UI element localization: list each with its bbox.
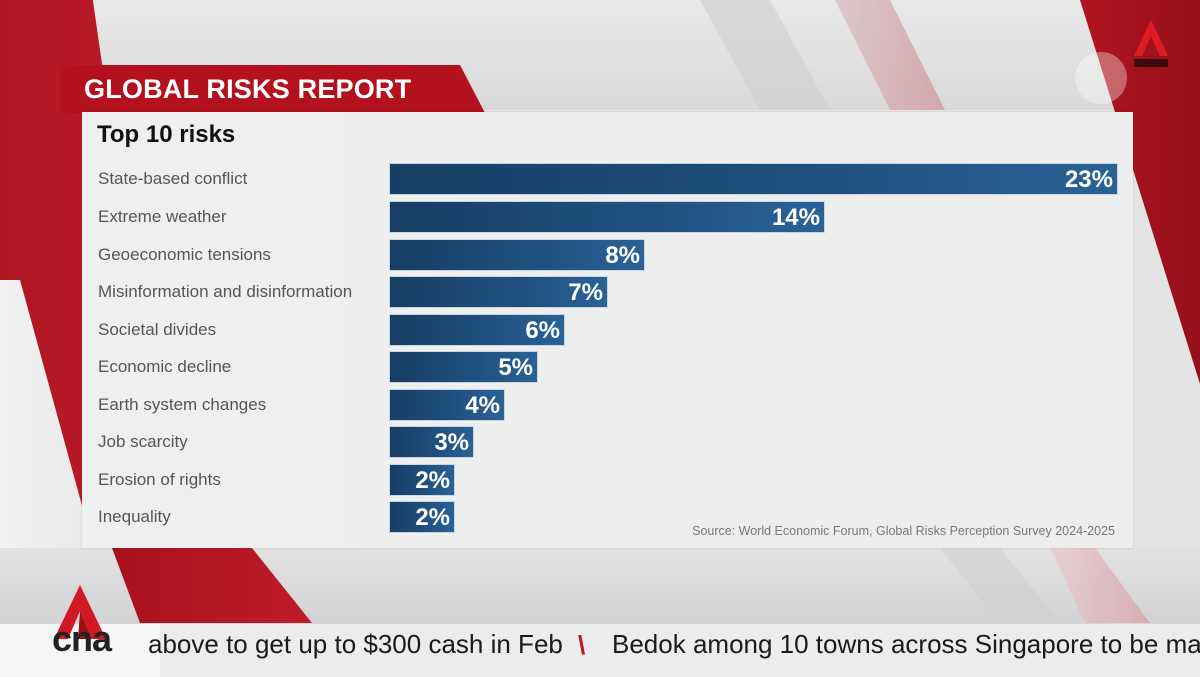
category-label: State-based conflict bbox=[98, 169, 248, 188]
chart-bar: 4% bbox=[389, 389, 505, 421]
chart-title: Top 10 risks bbox=[97, 121, 236, 148]
bar-value-label: 23% bbox=[1064, 166, 1113, 193]
chart-panel: Top 10 risks State-based conflict 23% Ex… bbox=[82, 112, 1133, 548]
header-tab: GLOBAL RISKS REPORT bbox=[60, 65, 485, 113]
category-label: Economic decline bbox=[98, 357, 232, 376]
chart-row: Extreme weather 14% bbox=[82, 201, 1133, 233]
category-label: Job scarcity bbox=[98, 432, 188, 451]
bar-value-label: 14% bbox=[771, 204, 820, 231]
watermark-icon bbox=[1075, 52, 1127, 104]
category-label: Earth system changes bbox=[98, 395, 267, 414]
category-label: Extreme weather bbox=[98, 207, 227, 226]
bar-value-label: 8% bbox=[605, 242, 640, 269]
chart-row: Erosion of rights 2% bbox=[82, 464, 1133, 496]
chart-bar: 14% bbox=[389, 201, 825, 233]
cna-wordmark: cna bbox=[52, 618, 112, 659]
chart-row: Job scarcity 3% bbox=[82, 426, 1133, 458]
bar-value-label: 5% bbox=[498, 354, 533, 381]
ticker-headline: above to get up to $300 cash in Feb bbox=[148, 629, 563, 659]
chart-row: Geoeconomic tensions 8% bbox=[82, 239, 1133, 271]
chart-bar: 7% bbox=[389, 276, 608, 308]
chart-row: Societal divides 6% bbox=[82, 314, 1133, 346]
cna-logo-icon bbox=[54, 585, 106, 639]
chart-row: Earth system changes 4% bbox=[82, 389, 1133, 421]
chart-bar: 5% bbox=[389, 351, 538, 383]
ticker-headline: Bedok among 10 towns across Singapore to… bbox=[612, 629, 1200, 659]
chart-bar: 2% bbox=[389, 501, 455, 533]
source-note: Source: World Economic Forum, Global Ris… bbox=[692, 524, 1115, 538]
bar-value-label: 4% bbox=[465, 392, 500, 419]
chart-bar: 23% bbox=[389, 163, 1118, 195]
chart-bar: 3% bbox=[389, 426, 474, 458]
category-label: Inequality bbox=[98, 507, 171, 526]
chart-bar: 8% bbox=[389, 239, 645, 271]
category-label: Societal divides bbox=[98, 320, 217, 339]
chart-bar: 6% bbox=[389, 314, 565, 346]
category-label: Misinformation and disinformation bbox=[98, 282, 353, 301]
ticker-separator: \ bbox=[578, 630, 586, 660]
chart-row: Inequality 2% bbox=[82, 501, 1133, 533]
cna-corner-logo-icon bbox=[1134, 20, 1168, 67]
bar-value-label: 6% bbox=[525, 317, 560, 344]
header-title: GLOBAL RISKS REPORT bbox=[84, 73, 412, 104]
chart-row: State-based conflict 23% bbox=[82, 163, 1133, 195]
news-ticker: above to get up to $300 cash in Feb \ Be… bbox=[0, 623, 1200, 677]
bar-value-label: 2% bbox=[415, 467, 450, 494]
bar-value-label: 2% bbox=[415, 504, 450, 531]
chart-row: Misinformation and disinformation 7% bbox=[82, 276, 1133, 308]
category-label: Erosion of rights bbox=[98, 470, 221, 489]
category-label: Geoeconomic tensions bbox=[98, 245, 271, 264]
chart-row: Economic decline 5% bbox=[82, 351, 1133, 383]
bar-value-label: 7% bbox=[568, 279, 603, 306]
bar-value-label: 3% bbox=[434, 429, 469, 456]
chart-bar: 2% bbox=[389, 464, 455, 496]
